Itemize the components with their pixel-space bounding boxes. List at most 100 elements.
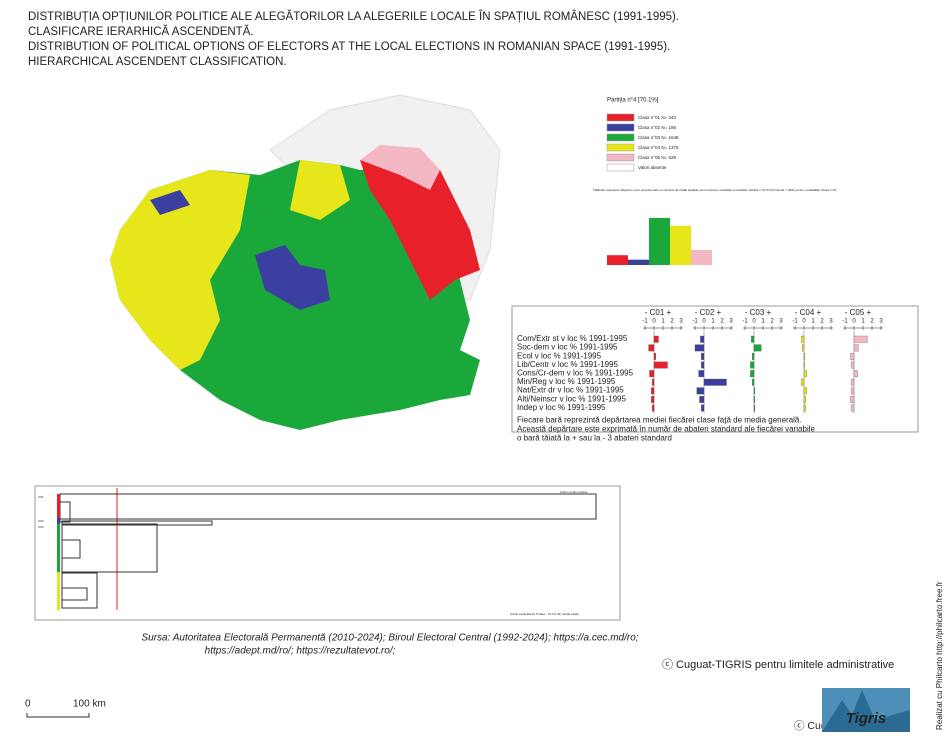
branch	[62, 524, 157, 572]
x-tick-label: 2	[720, 319, 724, 325]
x-tick-label: 0	[702, 319, 706, 325]
bar	[691, 250, 712, 265]
x-tick-label: 1	[761, 319, 765, 325]
series-header: - C01 +	[645, 308, 672, 317]
x-tick-label: 0	[652, 319, 656, 325]
bar	[754, 405, 755, 412]
x-tick-label: 3	[779, 319, 783, 325]
branch	[60, 494, 596, 519]
class-label: C01	[38, 495, 44, 499]
title-line: DISTRIBUȚIA OPȚIUNILOR POLITICE ALE ALEG…	[28, 10, 679, 23]
x-tick-label: 2	[670, 319, 674, 325]
bar	[754, 396, 755, 403]
bar	[654, 336, 659, 343]
bar	[854, 370, 858, 377]
title-block: DISTRIBUȚIA OPȚIUNILOR POLITICE ALE ALEG…	[28, 10, 679, 68]
bar	[651, 388, 654, 395]
bar	[701, 405, 704, 412]
x-tick-label: 2	[870, 319, 874, 325]
legend-label: Clasa n°01 N= 343	[638, 115, 676, 120]
bar	[701, 353, 704, 360]
bar	[654, 362, 668, 369]
bar	[752, 353, 754, 360]
legend-swatch	[607, 134, 634, 141]
bar	[851, 379, 854, 386]
bar	[699, 370, 704, 377]
bar	[754, 388, 755, 395]
logo: Tigris	[822, 688, 910, 732]
bar	[628, 260, 649, 265]
bar	[701, 362, 704, 369]
x-tick-label: 2	[770, 319, 774, 325]
bar	[804, 396, 806, 403]
bar	[704, 379, 727, 386]
bar	[804, 370, 807, 377]
bar	[854, 336, 868, 343]
bar	[652, 405, 654, 412]
scale-bar: 0 100 km	[25, 699, 106, 717]
legend-swatch	[607, 154, 634, 161]
bar	[607, 255, 628, 265]
bar	[752, 379, 754, 386]
dendrogram: C01 C02 C03 indice mediu ierarhie inerți…	[35, 486, 620, 620]
series-header: - C04 +	[795, 308, 822, 317]
x-tick-label: -1	[742, 319, 748, 325]
class-strip	[57, 518, 60, 524]
bar	[751, 336, 754, 343]
x-tick-label: 0	[752, 319, 756, 325]
bar	[801, 336, 804, 343]
bar	[650, 370, 655, 377]
source: https://adept.md/ro/; https://rezultatev…	[205, 646, 396, 657]
bar	[652, 379, 654, 386]
dendrogram-label: inerție explicată de 5 clase : 70.1% din…	[510, 612, 579, 616]
source: Sursa: Autoritatea Electorală Permanentă…	[141, 633, 638, 644]
series-header: - C02 +	[695, 308, 722, 317]
legend-swatch	[607, 124, 634, 131]
title-line: CLASIFICARE IERARHICĂ ASCENDENTĂ.	[28, 25, 254, 38]
x-tick-label: 0	[852, 319, 856, 325]
bar	[700, 396, 705, 403]
branch	[62, 540, 80, 558]
x-tick-label: 1	[711, 319, 715, 325]
branch	[62, 573, 97, 608]
bar	[801, 379, 804, 386]
bar	[697, 388, 704, 395]
legend-swatch	[607, 114, 634, 121]
bar	[695, 345, 704, 352]
size-chart	[607, 218, 712, 265]
credit: ⓒ Cuguat-TIGRIS pentru limitele administ…	[662, 658, 894, 671]
x-tick-label: -1	[842, 319, 848, 325]
legend-label: Clasa n°05 N= 529	[638, 155, 676, 160]
class-strip	[57, 572, 60, 610]
bar	[850, 396, 854, 403]
x-tick-label: 2	[820, 319, 824, 325]
note: Această depărtare este exprimată în numă…	[517, 425, 815, 434]
bar	[854, 345, 859, 352]
x-tick-label: 1	[811, 319, 815, 325]
legend: Partiția n°4 [70.1%] Înălțimile coloanel…	[592, 98, 837, 192]
bar	[649, 218, 670, 265]
legend-label: Valori absente	[638, 165, 667, 170]
bar	[802, 345, 804, 352]
bar	[750, 362, 754, 369]
title-line: DISTRIBUTION OF POLITICAL OPTIONS OF ELE…	[28, 41, 670, 53]
x-tick-label: -1	[642, 319, 648, 325]
legend-title: Partiția n°4 [70.1%]	[607, 98, 659, 104]
scale-line	[27, 713, 89, 717]
x-tick-label: -1	[792, 319, 798, 325]
bar	[804, 405, 806, 412]
bar	[754, 345, 761, 352]
note: Fiecare bară reprezintă depărtarea medie…	[517, 416, 802, 425]
legend-note: Înălțimile coloanelor diagramei sunt pro…	[592, 187, 837, 192]
series-header: - C05 +	[845, 308, 872, 317]
x-tick-label: 0	[802, 319, 806, 325]
x-tick-label: 3	[829, 319, 833, 325]
bar	[670, 226, 691, 265]
bar	[750, 370, 754, 377]
page: DISTRIBUȚIA OPȚIUNILOR POLITICE ALE ALEG…	[0, 0, 946, 736]
scale-zero: 0	[25, 699, 31, 710]
branch	[62, 588, 87, 600]
variable-label: Indep v loc % 1991-1995	[517, 403, 606, 412]
x-tick-label: 3	[679, 319, 683, 325]
